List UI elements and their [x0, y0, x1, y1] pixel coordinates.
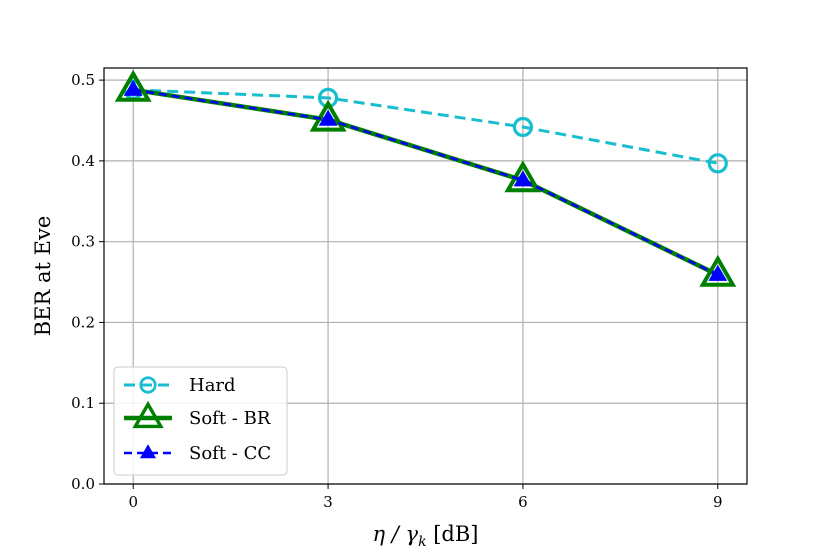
- marker-point: [318, 109, 338, 126]
- legend-label: Soft - CC: [189, 443, 271, 464]
- x-tick-label: 9: [713, 493, 723, 511]
- y-tick-label: 0.5: [71, 71, 95, 89]
- y-tick-label: 0.4: [71, 152, 95, 170]
- series-layer: [114, 69, 737, 287]
- axis-ticks: 0 3 6 9 0.0 0.1 0.2 0.3 0.4 0.5: [71, 71, 722, 511]
- marker-point: [139, 444, 157, 459]
- legend-entry: Soft - CC: [124, 443, 271, 464]
- marker-point: [123, 79, 143, 96]
- y-tick-label: 0.3: [71, 233, 95, 251]
- marker-point: [708, 264, 728, 281]
- x-tick-label: 3: [323, 493, 333, 511]
- legend-entry: Soft - BR: [124, 400, 271, 429]
- marker-point: [114, 69, 152, 102]
- marker-point: [132, 400, 164, 429]
- y-axis-label: BER at Eve: [31, 216, 55, 337]
- series-line: [133, 88, 719, 165]
- series-soft-br: [114, 69, 737, 287]
- x-axis-label-main: η / γ: [373, 522, 419, 546]
- marker-point: [707, 153, 728, 174]
- marker-point: [699, 254, 737, 287]
- plot-frame: [103, 67, 748, 485]
- marker-point: [513, 170, 533, 187]
- legend-items: Hard Soft - BR Soft - CC: [124, 375, 271, 464]
- legend-label: Hard: [189, 375, 236, 396]
- y-tick-label: 0.2: [71, 313, 95, 331]
- x-axis-label-unit: [dB]: [427, 522, 479, 546]
- x-axis-label: η / γk [dB]: [373, 522, 479, 550]
- series-soft-cc: [123, 79, 728, 281]
- x-tick-label: 0: [128, 493, 138, 511]
- marker-point: [309, 99, 347, 132]
- y-tick-label: 0.0: [71, 475, 95, 493]
- series-line: [132, 87, 719, 277]
- series-hard: [123, 79, 728, 174]
- marker-point: [139, 376, 157, 394]
- x-axis-label-subscript: k: [418, 534, 426, 550]
- series-line: [133, 88, 719, 276]
- legend-box: [113, 366, 288, 476]
- marker-point: [512, 116, 534, 138]
- y-tick-label: 0.1: [71, 394, 95, 412]
- legend-label: Soft - BR: [189, 408, 271, 429]
- x-tick-label: 6: [518, 493, 528, 511]
- legend-entry: Hard: [124, 375, 236, 396]
- legend: Hard Soft - BR Soft - CC: [113, 366, 288, 476]
